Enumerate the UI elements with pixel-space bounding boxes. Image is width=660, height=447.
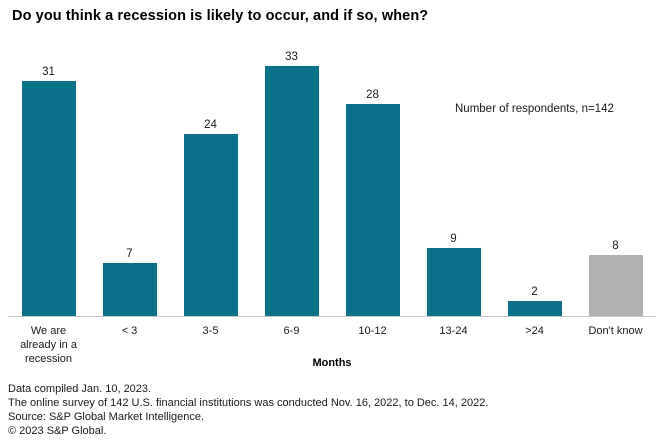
x-axis-tick-label: 13-24 — [439, 325, 468, 337]
bar — [588, 255, 643, 316]
respondents-annotation: Number of respondents, n=142 — [455, 103, 614, 115]
bar — [426, 248, 481, 316]
x-axis-tick-label: 3-5 — [202, 325, 219, 337]
footnote-data-compiled: Data compiled Jan. 10, 2023. — [8, 383, 152, 395]
bar-value-label: 33 — [285, 51, 298, 63]
footnotes: Data compiled Jan. 10, 2023. The online … — [8, 382, 488, 438]
chart-title: Do you think a recession is likely to oc… — [12, 8, 429, 24]
bar — [21, 81, 76, 316]
bar-column: 24 — [170, 40, 251, 316]
bar-column: 2 — [494, 40, 575, 316]
bar-column: 7 — [89, 40, 170, 316]
bar-value-label: 8 — [612, 240, 619, 252]
bar — [507, 301, 562, 316]
bar — [183, 134, 238, 316]
footnote-copyright: © 2023 S&P Global. — [8, 425, 107, 437]
bar-value-label: 7 — [126, 248, 133, 260]
bar-column: 33 — [251, 40, 332, 316]
bar-value-label: 2 — [531, 286, 538, 298]
bar-value-label: 24 — [204, 119, 217, 131]
bar-value-label: 9 — [450, 233, 457, 245]
x-axis-tick-label: 6-9 — [283, 325, 300, 337]
x-axis-tick-label: 10-12 — [358, 325, 387, 337]
footnote-source: Source: S&P Global Market Intelligence. — [8, 411, 205, 423]
footnote-survey: The online survey of 142 U.S. financial … — [8, 397, 489, 409]
bar-value-label: 28 — [366, 89, 379, 101]
bar — [345, 104, 400, 316]
bar-column: 9 — [413, 40, 494, 316]
bar — [102, 263, 157, 316]
bar-value-label: 31 — [42, 66, 55, 78]
x-axis-title: Months — [312, 357, 352, 369]
bar-column: 28 — [332, 40, 413, 316]
x-axis-labels: We are already in a recession < 3 3-5 6-9 10… — [8, 324, 656, 366]
plot-area: 31 7 24 33 28 9 2 8 — [8, 40, 656, 317]
x-axis-tick-label: Don't know — [588, 325, 643, 337]
x-axis-tick-label: We are already in a recession — [20, 325, 77, 365]
x-axis-tick-label: < 3 — [121, 325, 138, 337]
bar — [264, 66, 319, 316]
x-axis-tick-label: >24 — [525, 325, 544, 337]
bar-column: 8 — [575, 40, 656, 316]
bar-column: 31 — [8, 40, 89, 316]
